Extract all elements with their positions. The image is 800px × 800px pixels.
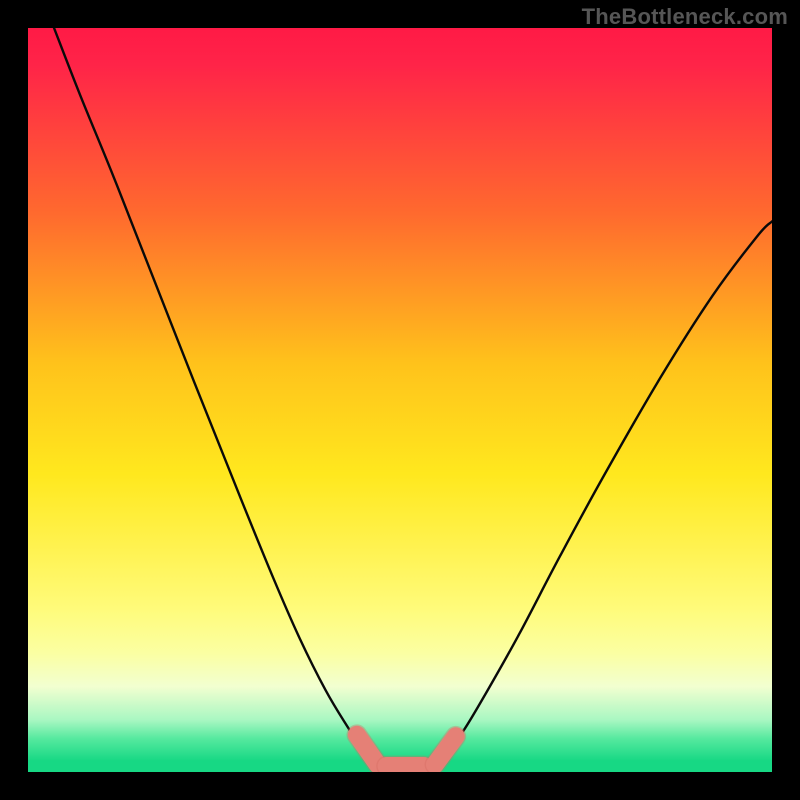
bottleneck-chart: [28, 28, 772, 772]
chart-frame: TheBottleneck.com: [0, 0, 800, 800]
watermark-text: TheBottleneck.com: [582, 4, 788, 30]
plot-background: [28, 28, 772, 772]
